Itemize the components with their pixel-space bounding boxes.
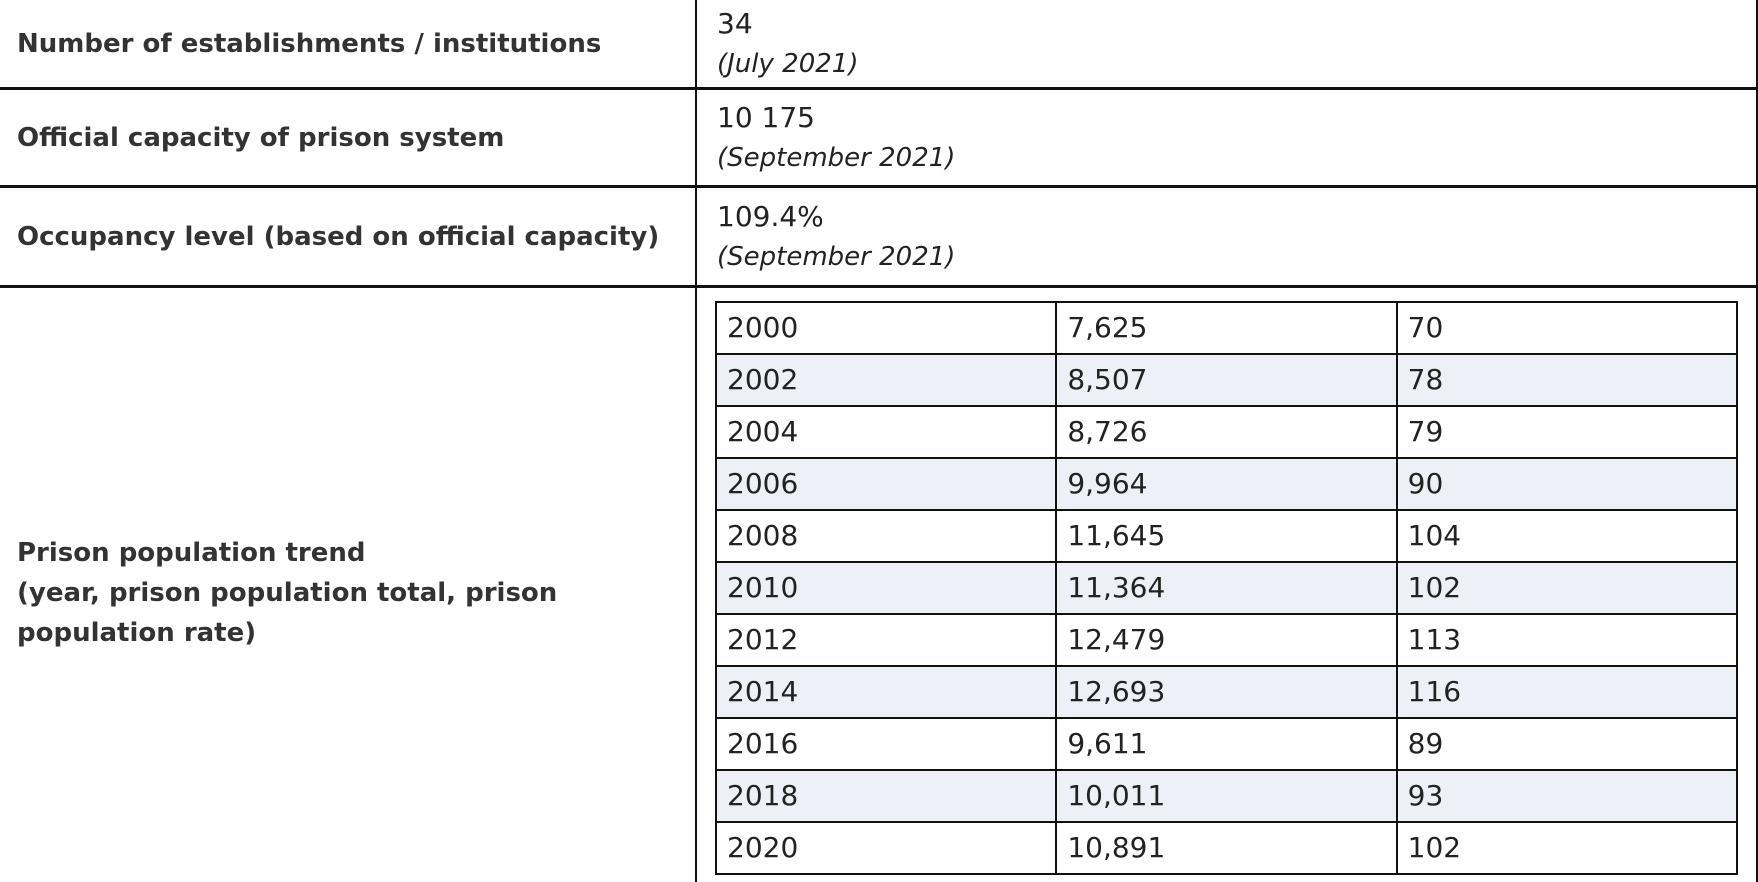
- rate-cell: 70: [1395, 301, 1739, 355]
- trend-row: 2006 9,964 90: [714, 457, 1739, 511]
- table-row: Number of establishments / institutions …: [0, 0, 1756, 90]
- rate-cell: 79: [1395, 405, 1739, 459]
- total-cell: 10,011: [1055, 769, 1398, 823]
- row-label-occupancy: Occupancy level (based on official capac…: [0, 188, 697, 285]
- trend-row: 2018 10,011 93: [714, 769, 1739, 823]
- value-number: 10 175: [717, 100, 815, 134]
- rate-cell: 89: [1395, 717, 1739, 771]
- year-cell: 2008: [714, 509, 1058, 563]
- trend-row: 2002 8,507 78: [714, 353, 1739, 407]
- trend-row: 2020 10,891 102: [714, 821, 1739, 875]
- label-text: Occupancy level (based on official capac…: [17, 221, 660, 252]
- trend-row: 2008 11,645 104: [714, 509, 1739, 563]
- total-cell: 12,693: [1055, 665, 1398, 719]
- total-cell: 11,364: [1055, 561, 1398, 615]
- value-date: (September 2021): [717, 142, 956, 173]
- trend-label-title: Prison population trend: [17, 537, 366, 568]
- row-value-population-trend: 2000 7,625 70 2002 8,507 78 2004 8,726 7…: [697, 288, 1756, 882]
- value-number: 34: [717, 6, 753, 40]
- trend-label-detail: (year, prison population total, prison p…: [17, 577, 558, 648]
- trend-row: 2004 8,726 79: [714, 405, 1739, 459]
- total-cell: 9,611: [1055, 717, 1398, 771]
- year-cell: 2002: [714, 353, 1058, 407]
- total-cell: 7,625: [1055, 301, 1398, 355]
- rate-cell: 116: [1395, 665, 1739, 719]
- total-cell: 8,726: [1055, 405, 1398, 459]
- total-cell: 10,891: [1055, 821, 1398, 875]
- year-cell: 2000: [714, 301, 1058, 355]
- prison-population-trend-table: 2000 7,625 70 2002 8,507 78 2004 8,726 7…: [714, 301, 1739, 875]
- table-row: Official capacity of prison system 10 17…: [0, 90, 1756, 188]
- value-date: (September 2021): [717, 241, 956, 272]
- trend-row: 2014 12,693 116: [714, 665, 1739, 719]
- year-cell: 2012: [714, 613, 1058, 667]
- year-cell: 2010: [714, 561, 1058, 615]
- rate-cell: 113: [1395, 613, 1739, 667]
- trend-row: 2016 9,611 89: [714, 717, 1739, 771]
- year-cell: 2020: [714, 821, 1058, 875]
- total-cell: 11,645: [1055, 509, 1398, 563]
- rate-cell: 90: [1395, 457, 1739, 511]
- rate-cell: 102: [1395, 821, 1739, 875]
- row-label-establishments: Number of establishments / institutions: [0, 0, 697, 87]
- year-cell: 2018: [714, 769, 1058, 823]
- trend-row: 2000 7,625 70: [714, 301, 1739, 355]
- total-cell: 8,507: [1055, 353, 1398, 407]
- year-cell: 2014: [714, 665, 1058, 719]
- trend-row: 2010 11,364 102: [714, 561, 1739, 615]
- rate-cell: 104: [1395, 509, 1739, 563]
- year-cell: 2004: [714, 405, 1058, 459]
- label-text: Number of establishments / institutions: [17, 28, 602, 59]
- total-cell: 9,964: [1055, 457, 1398, 511]
- rate-cell: 102: [1395, 561, 1739, 615]
- row-value-capacity: 10 175 (September 2021): [697, 90, 1756, 185]
- label-text: Official capacity of prison system: [17, 122, 505, 153]
- value-date: (July 2021): [717, 48, 859, 79]
- row-label-population-trend: Prison population trend (year, prison po…: [0, 288, 697, 882]
- year-cell: 2006: [714, 457, 1058, 511]
- value-number: 109.4%: [717, 199, 824, 233]
- row-value-establishments: 34 (July 2021): [697, 0, 1756, 87]
- year-cell: 2016: [714, 717, 1058, 771]
- table-row: Prison population trend (year, prison po…: [0, 288, 1756, 882]
- table-row: Occupancy level (based on official capac…: [0, 188, 1756, 288]
- row-value-occupancy: 109.4% (September 2021): [697, 188, 1756, 285]
- trend-row: 2012 12,479 113: [714, 613, 1739, 667]
- total-cell: 12,479: [1055, 613, 1398, 667]
- row-label-capacity: Official capacity of prison system: [0, 90, 697, 185]
- rate-cell: 93: [1395, 769, 1739, 823]
- rate-cell: 78: [1395, 353, 1739, 407]
